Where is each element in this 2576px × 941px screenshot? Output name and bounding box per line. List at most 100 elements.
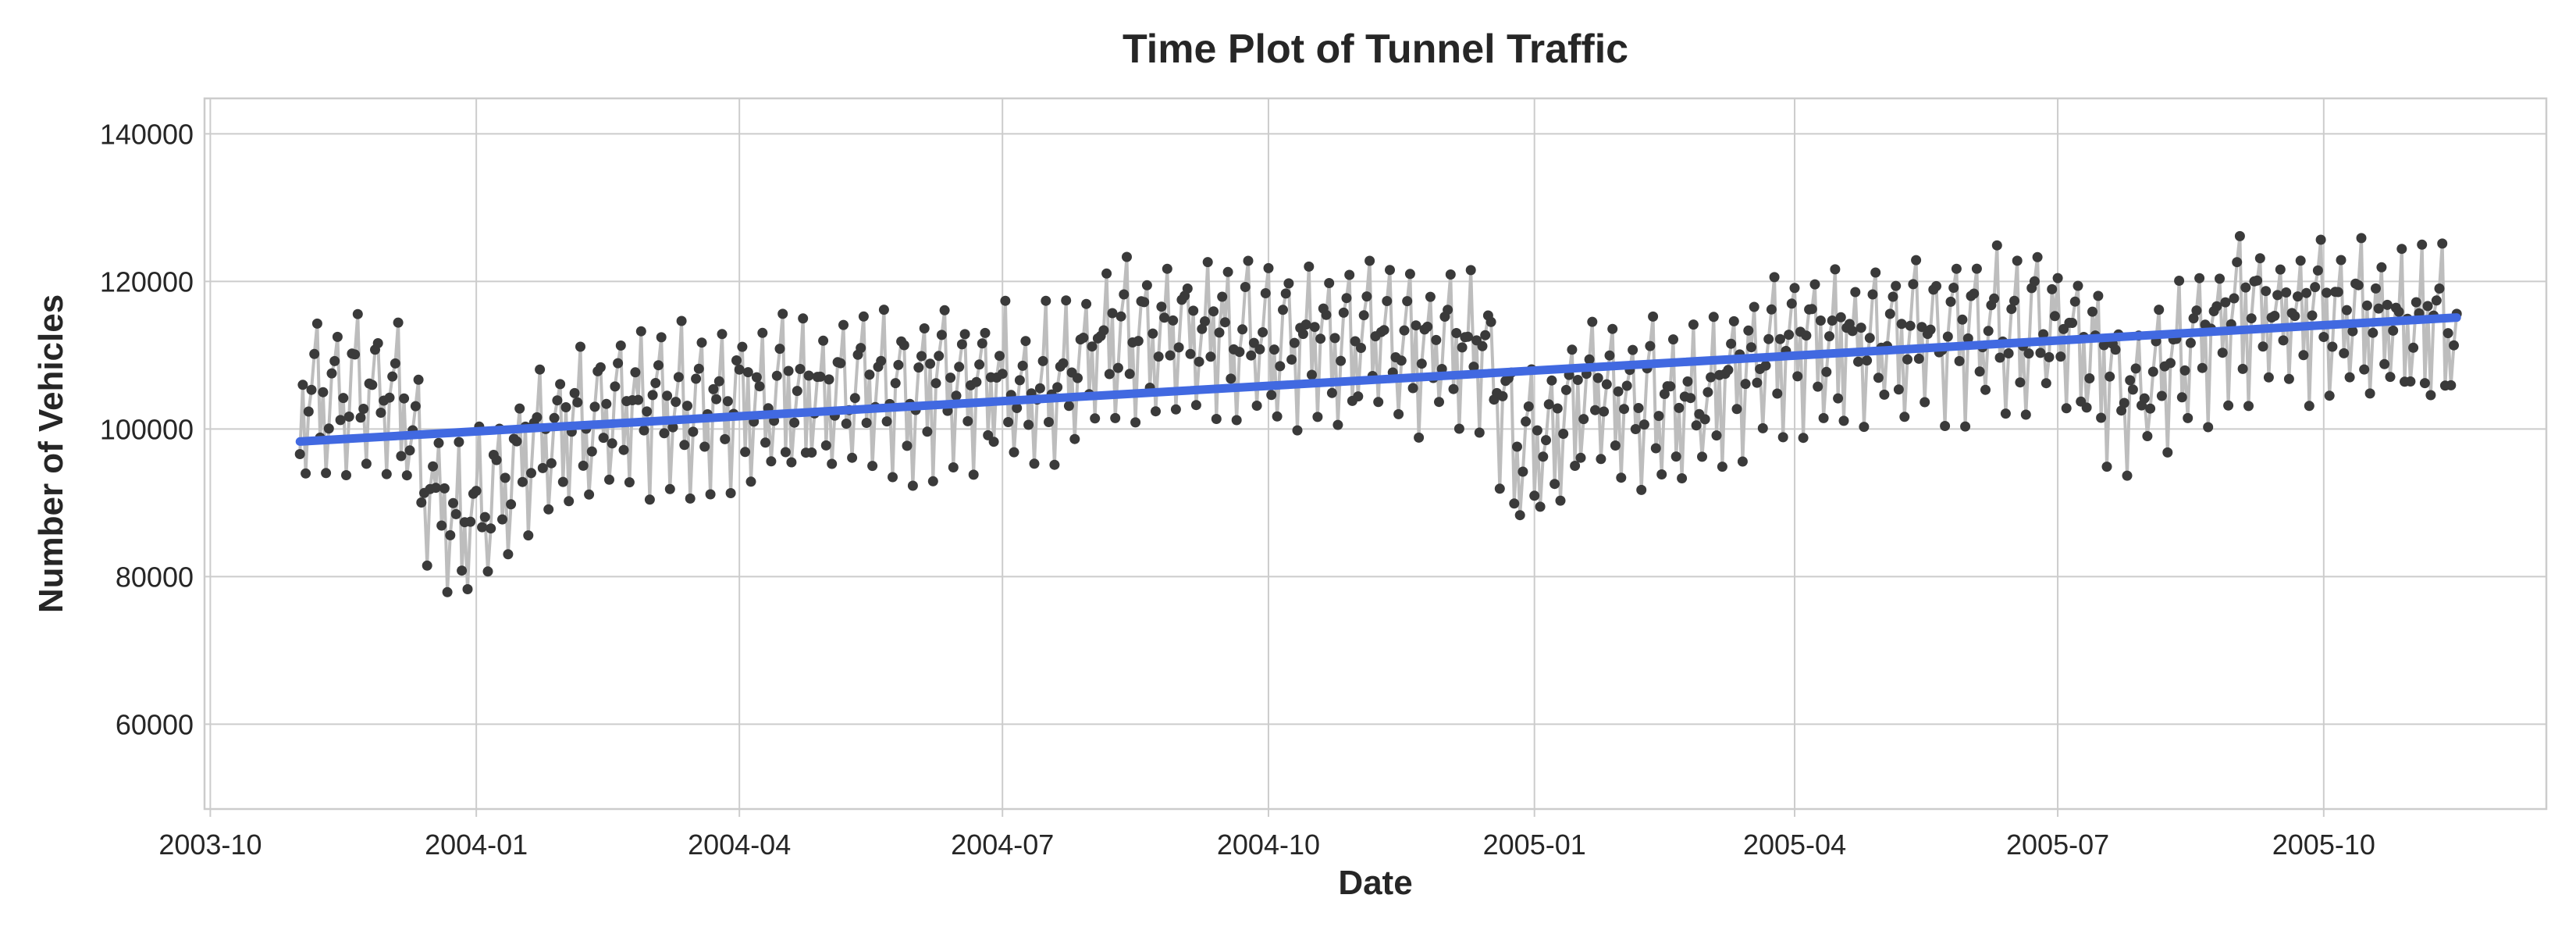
traffic-data-point [1170, 404, 1181, 415]
traffic-data-point [413, 374, 424, 385]
traffic-data-point [555, 379, 566, 390]
traffic-data-point [387, 371, 398, 382]
traffic-data-point [1853, 356, 1863, 367]
traffic-data-point [1112, 362, 1123, 373]
traffic-data-point [2261, 286, 2272, 297]
traffic-data-point [1029, 458, 1040, 469]
traffic-data-point [450, 508, 461, 519]
traffic-data-point [795, 364, 806, 374]
traffic-data-point [1411, 320, 1421, 331]
traffic-data-point [465, 516, 476, 527]
traffic-data-point [341, 470, 351, 480]
traffic-data-point [1726, 338, 1737, 349]
traffic-data-point [543, 504, 554, 515]
traffic-data-point [375, 408, 386, 418]
traffic-data-point [1275, 361, 1286, 372]
traffic-data-point [479, 511, 490, 522]
traffic-data-point [983, 430, 994, 440]
traffic-data-point [618, 444, 629, 455]
traffic-data-point [2032, 251, 2043, 262]
traffic-data-point [1258, 327, 1268, 337]
traffic-data-point [1385, 265, 1395, 276]
traffic-data-point [1728, 315, 1739, 326]
traffic-data-point [2000, 408, 2011, 419]
traffic-data-point [760, 437, 770, 448]
traffic-data-point [907, 480, 918, 491]
traffic-data-point [650, 378, 661, 388]
traffic-data-point [1353, 391, 1364, 402]
x-tick-label: 2004-10 [1217, 829, 1320, 861]
traffic-data-point [1393, 408, 1404, 419]
traffic-data-point [624, 477, 635, 488]
traffic-data-point [1205, 351, 1216, 362]
traffic-data-point [1188, 305, 1199, 316]
traffic-data-point [1214, 327, 1225, 338]
traffic-data-point [560, 402, 571, 412]
traffic-data-point [1801, 330, 1812, 341]
traffic-data-point [1731, 404, 1742, 415]
traffic-data-point [2254, 253, 2265, 264]
traffic-data-point [2240, 282, 2251, 293]
traffic-data-point [1656, 469, 1667, 479]
y-tick-label: 140000 [100, 118, 194, 150]
traffic-data-point [1806, 304, 1817, 315]
traffic-data-point [1341, 293, 1352, 304]
traffic-data-point [1468, 362, 1479, 372]
traffic-data-point [2290, 311, 2300, 322]
traffic-data-point [2194, 273, 2205, 283]
traffic-data-point [1636, 484, 1647, 495]
traffic-data-point [974, 359, 985, 370]
traffic-data-point [1017, 360, 1028, 371]
traffic-data-point [569, 387, 580, 398]
traffic-data-point [1543, 399, 1554, 410]
traffic-data-point [2263, 372, 2274, 383]
traffic-data-point [1069, 433, 1080, 444]
traffic-data-point [2336, 255, 2347, 266]
traffic-data-point [720, 433, 731, 444]
traffic-data-point [2154, 305, 2165, 315]
traffic-data-point [693, 363, 704, 374]
traffic-data-point [1404, 269, 1415, 280]
traffic-data-point [1994, 352, 2005, 363]
traffic-data-point [1896, 319, 1907, 330]
traffic-data-point [332, 331, 343, 342]
traffic-data-point [1268, 344, 1279, 355]
traffic-data-point [1165, 350, 1176, 361]
traffic-data-point [980, 327, 991, 338]
traffic-data-point [1512, 441, 1522, 452]
traffic-data-point [2449, 340, 2459, 351]
traffic-data-point [916, 351, 927, 362]
traffic-data-point [1592, 372, 1603, 383]
traffic-data-point [864, 369, 875, 380]
traffic-data-point [997, 369, 1008, 380]
traffic-data-point [500, 472, 511, 483]
trend-line [295, 313, 2461, 446]
traffic-data-point [2278, 335, 2289, 346]
traffic-data-point [1208, 306, 1219, 317]
traffic-data-point [673, 372, 684, 383]
traffic-data-point [1407, 383, 1418, 394]
traffic-data-point [1913, 353, 1924, 364]
traffic-data-point [1931, 280, 1941, 291]
traffic-data-point [2067, 318, 2078, 328]
traffic-data-point [1749, 301, 1759, 312]
traffic-data-point [1364, 255, 1375, 266]
traffic-data-point [890, 378, 901, 389]
traffic-data-point [1763, 333, 1774, 344]
traffic-data-point [1396, 355, 1407, 366]
x-tick-label: 2005-10 [2272, 829, 2375, 861]
traffic-data-point [1248, 337, 1259, 348]
traffic-data-point [1329, 333, 1340, 344]
traffic-data-point [2318, 332, 2329, 342]
traffic-data-point [1509, 498, 1520, 509]
traffic-data-point [1884, 308, 1895, 319]
traffic-data-point [630, 367, 641, 378]
traffic-data-point [711, 394, 722, 405]
traffic-data-point [633, 394, 644, 405]
traffic-data-point [1124, 369, 1135, 380]
traffic-data-point [2295, 255, 2306, 266]
traffic-data-point [1078, 333, 1089, 343]
traffic-data-point [2176, 392, 2187, 403]
traffic-data-point [2252, 275, 2263, 286]
traffic-data-point [1856, 323, 1866, 333]
